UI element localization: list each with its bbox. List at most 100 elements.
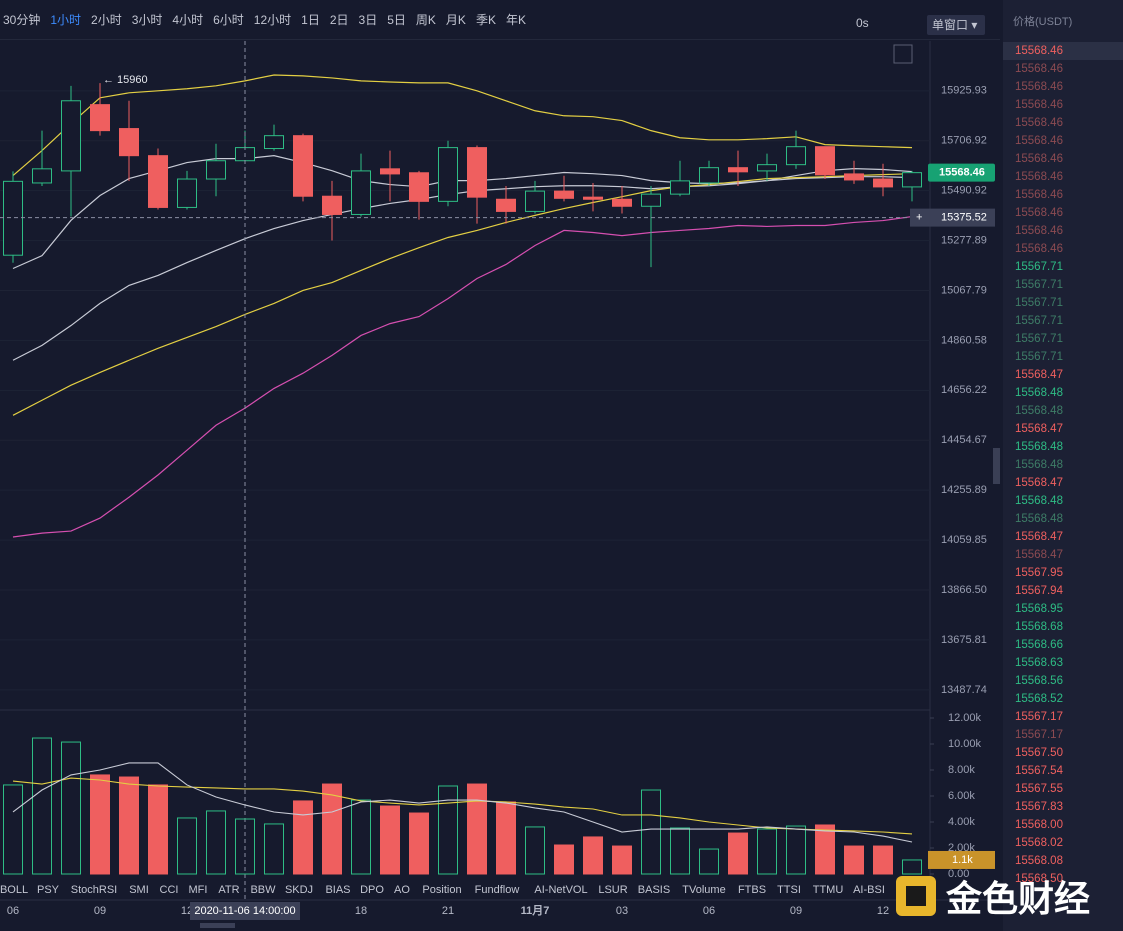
interval-tab[interactable]: 6小时	[213, 13, 244, 27]
book-row: 15568.48	[1015, 387, 1063, 399]
book-row: 15568.46	[1015, 207, 1063, 219]
interval-tab[interactable]: 年K	[505, 13, 526, 27]
candle-body	[554, 190, 574, 199]
interval-tab[interactable]: 1日	[301, 13, 320, 27]
indicator-tab[interactable]: PSY	[37, 884, 60, 896]
indicator-tab[interactable]: TTMU	[813, 884, 844, 896]
volume-bar	[206, 810, 226, 875]
book-row: 15567.50	[1015, 747, 1063, 759]
interval-tab[interactable]: 12小时	[253, 13, 292, 27]
book-row: 15568.48	[1015, 441, 1063, 453]
x-tick-label: 18	[355, 905, 367, 917]
volume-bar	[351, 799, 371, 875]
interval-tab[interactable]: 5日	[387, 13, 406, 27]
x-tick-label: 06	[703, 905, 715, 917]
volume-bar	[61, 741, 81, 875]
indicator-tab[interactable]: ATR	[218, 884, 239, 896]
volume-bar	[496, 801, 516, 875]
y-tick-label: 15925.93	[941, 85, 987, 97]
volume-bar	[583, 836, 603, 875]
volume-bar	[525, 826, 545, 875]
indicator-tab[interactable]: BIAS	[325, 884, 350, 896]
candle-body	[612, 198, 632, 207]
volume-tick-label: 0.00	[948, 868, 969, 880]
book-row: 15568.46	[1015, 117, 1063, 129]
y-tick-label: 14860.58	[941, 334, 987, 346]
indicator-tab[interactable]: MFI	[189, 884, 208, 896]
crosshair-plus: +	[916, 212, 922, 224]
x-tick-label: 21	[442, 905, 454, 917]
candle-body	[786, 146, 806, 166]
interval-tab[interactable]: 1小时	[50, 13, 82, 27]
book-row: 15567.71	[1015, 279, 1063, 291]
interval-tab[interactable]: 3小时	[131, 13, 163, 27]
volume-bar	[438, 785, 458, 875]
candle-body	[3, 180, 23, 256]
watermark: 金色财经	[892, 870, 1090, 922]
interval-tab[interactable]: 3日	[358, 13, 378, 27]
book-row: 15567.54	[1015, 765, 1063, 777]
volume-bar	[815, 824, 835, 875]
book-row: 15567.83	[1015, 801, 1063, 813]
volume-bar	[786, 825, 806, 875]
collapse-handle[interactable]	[993, 448, 1000, 484]
last-price-box	[928, 163, 995, 182]
indicator-tab[interactable]: Fundflow	[475, 884, 520, 896]
indicator-tab[interactable]: DPO	[360, 884, 384, 896]
crosshair-price-box	[910, 208, 995, 227]
indicator-tab[interactable]: AI-BSI	[853, 884, 885, 896]
candle-body	[90, 104, 110, 132]
volume-bar	[467, 783, 487, 875]
book-row: 15568.48	[1015, 405, 1063, 417]
x-tick-label: 09	[94, 905, 106, 917]
volume-bar	[32, 737, 52, 875]
window-label: 单窗口	[932, 18, 969, 32]
indicator-tab[interactable]: TVolume	[682, 884, 725, 896]
indicator-tab[interactable]: FTBS	[738, 884, 766, 896]
interval-tab[interactable]: 2小时	[91, 13, 122, 27]
book-row: 15568.46	[1003, 42, 1123, 60]
book-row: 15568.47	[1015, 531, 1063, 543]
volume-bar	[612, 845, 632, 875]
interval-tab[interactable]: 月K	[445, 13, 466, 27]
indicator-tab[interactable]: SMI	[129, 884, 149, 896]
y-tick-label: 14656.22	[941, 384, 987, 396]
interval-tab[interactable]: 2日	[329, 13, 349, 27]
indicator-tab[interactable]: Position	[422, 884, 461, 896]
book-row: 15568.47	[1015, 369, 1063, 381]
indicator-tab[interactable]: StochRSI	[71, 884, 117, 896]
indicator-tab[interactable]: BASIS	[638, 884, 670, 896]
book-row: 15567.71	[1015, 315, 1063, 327]
candle-body	[757, 164, 777, 172]
indicator-tab[interactable]: AO	[394, 884, 410, 896]
indicator-tab[interactable]: TTSI	[777, 884, 801, 896]
indicator-tab[interactable]: AI-NetVOL	[534, 884, 587, 896]
candle-body	[119, 128, 139, 157]
watermark-text: 金色财经	[946, 878, 1091, 919]
candle-body	[351, 170, 371, 215]
interval-tab[interactable]: 周K	[415, 13, 436, 27]
indicator-tab[interactable]: CCI	[160, 884, 179, 896]
book-row: 15567.71	[1015, 333, 1063, 345]
x-tick-label: 09	[790, 905, 802, 917]
candle-body	[322, 195, 342, 215]
timer: 0s	[856, 16, 869, 30]
book-row: 15567.71	[1015, 261, 1063, 273]
window-select[interactable]: 单窗口 ▾	[927, 15, 985, 35]
candle-body	[380, 168, 400, 175]
indicator-tab[interactable]: SKDJ	[285, 884, 313, 896]
volume-bar	[757, 828, 777, 875]
book-row: 15568.47	[1015, 477, 1063, 489]
indicator-tab[interactable]: BBW	[250, 884, 276, 896]
interval-tab[interactable]: 4小时	[172, 13, 204, 27]
expand-icon[interactable]	[893, 44, 913, 64]
indicator-tab[interactable]: BOLL	[0, 884, 28, 896]
interval-tab[interactable]: 30分钟	[3, 13, 41, 27]
candle-body	[206, 160, 226, 180]
volume-bar	[119, 776, 139, 875]
interval-tab[interactable]: 季K	[475, 13, 496, 27]
book-row: 15568.52	[1015, 693, 1063, 705]
indicator-tab[interactable]: LSUR	[598, 884, 627, 896]
volume-bar	[322, 783, 342, 875]
